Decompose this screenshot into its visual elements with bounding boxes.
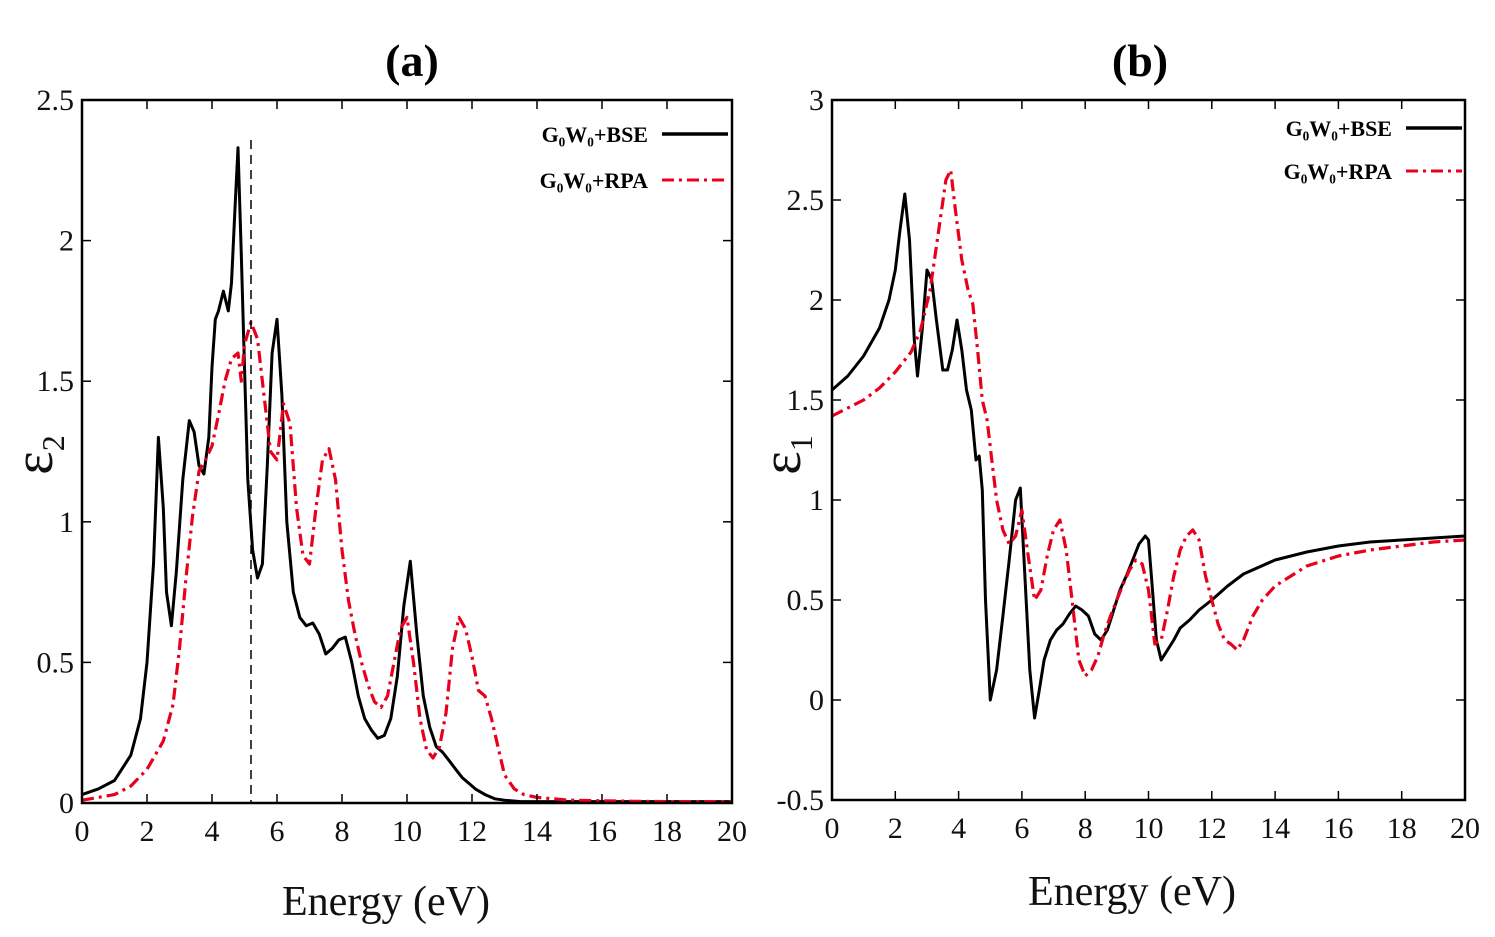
y-tick-label: 1.5 [787, 384, 825, 417]
y-tick-label: 0.5 [37, 646, 75, 679]
x-tick-label: 4 [951, 812, 966, 845]
x-tick-label: 2 [140, 815, 155, 848]
x-tick-label: 12 [457, 815, 487, 848]
plot-frame [830, 98, 1467, 802]
y-tick-label: 2.5 [787, 184, 825, 217]
x-tick-label: 8 [335, 815, 350, 848]
y-tick-label: 2 [59, 225, 74, 258]
x-tick-label: 16 [587, 815, 617, 848]
y-axis-title: ε1 [751, 435, 819, 475]
x-tick-label: 0 [825, 812, 840, 845]
x-tick-label: 0 [75, 815, 90, 848]
x-tick-label: 14 [522, 815, 552, 848]
y-axis-title: ε2 [3, 435, 71, 475]
x-tick-label: 20 [717, 815, 747, 848]
series-line-bse [82, 146, 732, 803]
x-axis-title: Energy (eV) [1028, 869, 1236, 915]
y-tick-label: 0 [809, 684, 824, 717]
x-axis-title: Energy (eV) [282, 879, 490, 925]
x-tick-label: 12 [1197, 812, 1227, 845]
panel-title: (b) [1112, 35, 1168, 86]
series-line-bse [832, 192, 1465, 720]
x-tick-label: 6 [270, 815, 285, 848]
legend-label: G₀W₀+BSE [1286, 116, 1392, 141]
series-line-rpa [832, 168, 1465, 678]
panel-title: (a) [385, 35, 439, 86]
x-tick-label: 18 [1387, 812, 1417, 845]
y-tick-label: 2.5 [37, 84, 75, 117]
panel-b: (b)0 2 4 6 8 10 12 14 16 18 20-0.500.511.522.53Ene… [751, 35, 1480, 915]
x-tick-label: 14 [1260, 812, 1290, 845]
x-tick-label: 16 [1323, 812, 1353, 845]
x-tick-label: 18 [652, 815, 682, 848]
x-tick-label: 2 [888, 812, 903, 845]
y-tick-label: 0 [59, 787, 74, 820]
x-tick-label: 4 [205, 815, 220, 848]
y-tick-label: 2 [809, 284, 824, 317]
legend-label: G₀W₀+RPA [540, 168, 649, 193]
x-tick-label: 20 [1450, 812, 1480, 845]
legend-label: G₀W₀+BSE [542, 122, 648, 147]
x-tick-label: 8 [1078, 812, 1093, 845]
plot-frame [80, 98, 734, 805]
panel-a: (a) 0 2 4 6 8 10 12 14 16 18 20 0 0.5 1 1.5 2 2.5 Energy (… [3, 35, 747, 925]
x-tick-label: 10 [1134, 812, 1164, 845]
y-tick-label: -0.5 [777, 784, 825, 817]
series-line-rpa [82, 320, 732, 803]
legend-label: G₀W₀+RPA [1284, 159, 1393, 184]
y-tick-label: 3 [809, 84, 824, 117]
x-tick-label: 10 [392, 815, 422, 848]
y-tick-label: 0.5 [787, 584, 825, 617]
y-tick-label: 1 [809, 484, 824, 517]
y-tick-label: 1.5 [37, 365, 75, 398]
x-tick-label: 6 [1014, 812, 1029, 845]
y-tick-label: 1 [59, 506, 74, 539]
